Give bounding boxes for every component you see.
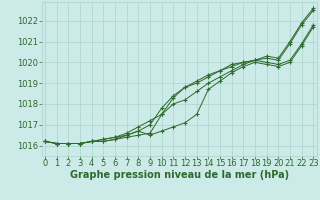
X-axis label: Graphe pression niveau de la mer (hPa): Graphe pression niveau de la mer (hPa)	[70, 170, 289, 180]
